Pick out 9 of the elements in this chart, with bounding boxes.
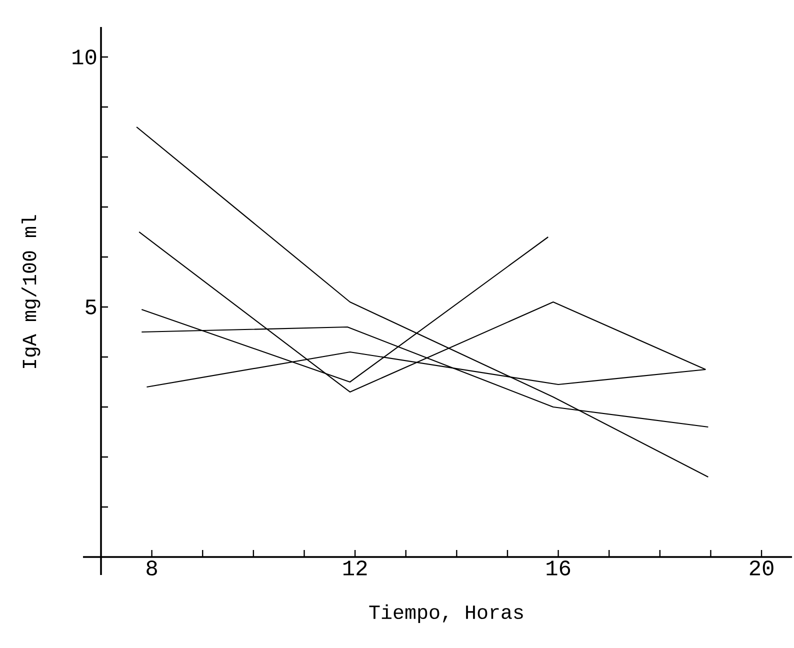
x-tick-label: 20: [750, 560, 774, 576]
y-axis-title: IgA mg/100 ml: [22, 215, 40, 368]
line-series: [136, 126, 709, 478]
x-tick-label: 16: [546, 560, 570, 576]
y-tick-label: 5: [86, 300, 96, 314]
x-axis-title: Tiempo, Horas: [369, 604, 523, 623]
x-tick-label: 8: [146, 560, 157, 576]
x-tick-label: 12: [343, 560, 367, 576]
y-tick-label: 10: [72, 50, 96, 64]
